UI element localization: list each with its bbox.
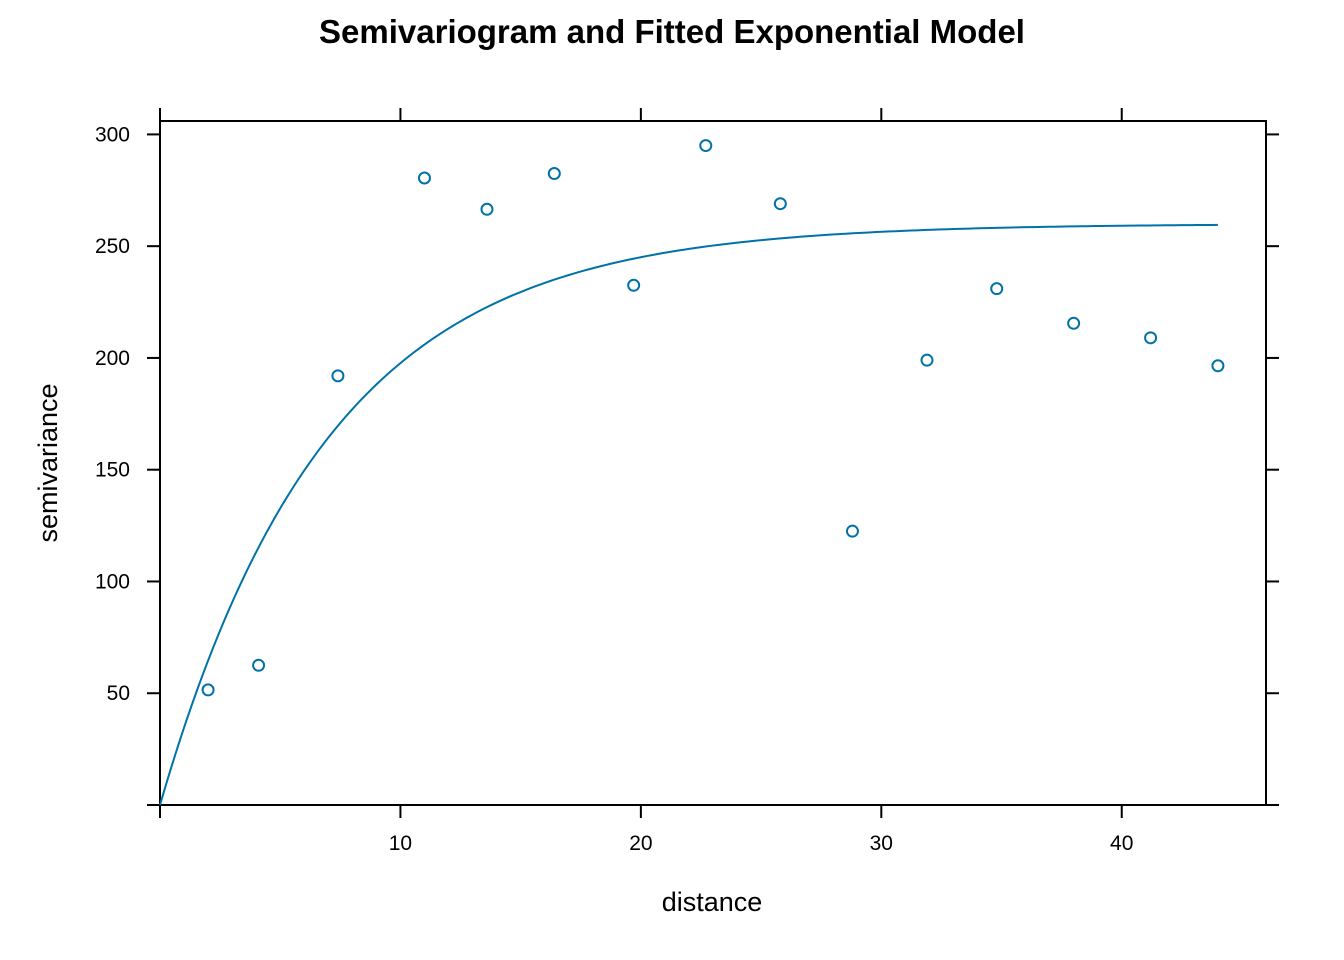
y-tick-label-250: 250 — [95, 235, 130, 258]
x-tick-label-40: 40 — [1110, 832, 1133, 855]
data-point-7 — [627, 278, 641, 292]
y-axis-ticks: 50 100 150 200 250 300 — [95, 123, 1279, 806]
y-tick-label-100: 100 — [95, 570, 130, 593]
data-point-12 — [990, 282, 1004, 296]
data-point-1 — [201, 683, 215, 697]
data-point-15 — [1211, 359, 1225, 373]
data-point-11 — [920, 353, 934, 367]
y-axis-label: semivariance — [33, 383, 63, 542]
plot-frame — [159, 120, 1267, 806]
data-point-10 — [845, 524, 859, 538]
semivariance-points — [201, 139, 1225, 697]
x-tick-label-30: 30 — [870, 832, 893, 855]
data-point-6 — [547, 167, 561, 181]
data-point-5 — [480, 202, 494, 216]
x-tick-label-10: 10 — [389, 832, 412, 855]
y-tick-label-50: 50 — [107, 682, 130, 705]
y-tick-label-300: 300 — [95, 123, 130, 146]
data-point-3 — [331, 369, 345, 383]
data-point-4 — [417, 171, 431, 185]
x-axis-ticks: 10 20 30 40 — [159, 108, 1133, 855]
data-point-14 — [1144, 331, 1158, 345]
data-point-8 — [699, 139, 713, 153]
x-tick-label-20: 20 — [629, 832, 652, 855]
fitted-exponential-model-line — [159, 223, 1218, 806]
y-tick-label-200: 200 — [95, 347, 130, 370]
data-point-9 — [773, 197, 787, 211]
chart-title: Semivariogram and Fitted Exponential Mod… — [319, 13, 1025, 50]
data-point-2 — [252, 658, 266, 672]
x-axis-label: distance — [662, 887, 763, 917]
y-tick-label-150: 150 — [95, 459, 130, 482]
data-point-13 — [1067, 316, 1081, 330]
